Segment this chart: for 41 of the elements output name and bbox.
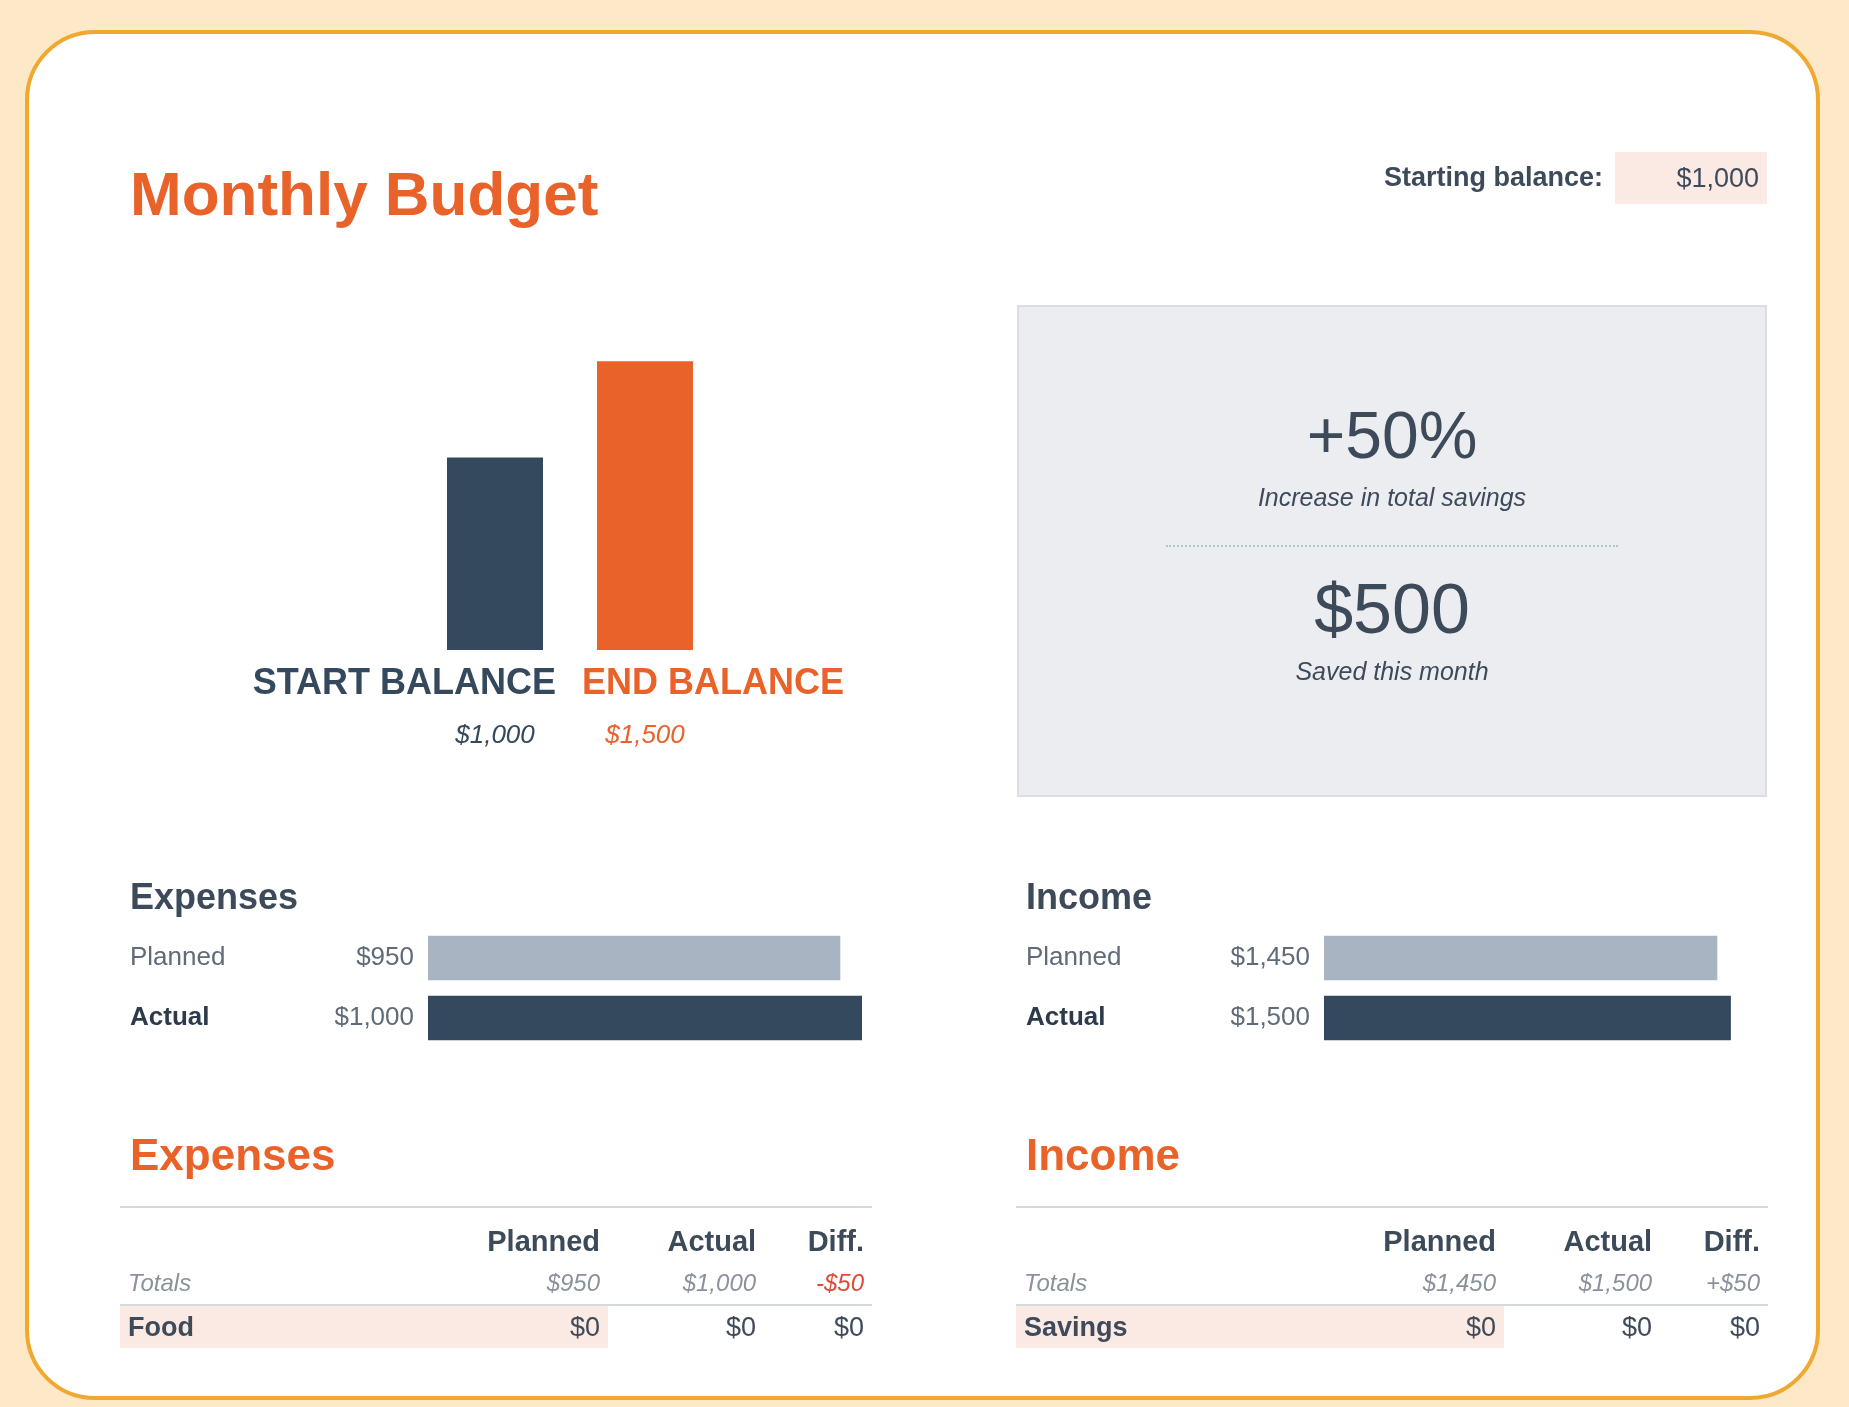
text: -$50 bbox=[815, 1269, 864, 1296]
text: $0 bbox=[1466, 1311, 1497, 1342]
x-tick-label: START BALANCE bbox=[252, 660, 556, 702]
category-label: Planned bbox=[1382, 1223, 1498, 1259]
text: $1,000 bbox=[1615, 152, 1767, 204]
category-label: Totals bbox=[1024, 1269, 1088, 1296]
text: Increase in total savings bbox=[1256, 483, 1528, 512]
text: $0 bbox=[833, 1311, 864, 1342]
text: $0 bbox=[1729, 1311, 1760, 1342]
category-label: Actual bbox=[666, 1223, 758, 1259]
chart-title: Income bbox=[1026, 876, 1153, 918]
text: $1,000 bbox=[682, 1269, 757, 1296]
text: Income bbox=[1025, 1130, 1182, 1181]
text: +50% bbox=[1305, 397, 1479, 473]
category-label: Actual bbox=[1562, 1223, 1654, 1259]
text: $0 bbox=[570, 1311, 601, 1342]
text: $950 bbox=[546, 1269, 601, 1296]
chart-title: Expenses bbox=[130, 876, 299, 918]
data-label: $950 bbox=[356, 941, 414, 972]
chart-title: Monthly Budget bbox=[130, 158, 599, 229]
text: $0 bbox=[726, 1311, 757, 1342]
data-label: $1,000 bbox=[334, 1001, 414, 1032]
data-label: $1,500 bbox=[1230, 1001, 1310, 1032]
category-label: Food bbox=[128, 1311, 194, 1342]
text: Expenses bbox=[129, 1130, 337, 1181]
data-label: $1,000 bbox=[454, 719, 536, 750]
category-label: Planned bbox=[486, 1223, 602, 1259]
category-label: Totals bbox=[128, 1269, 192, 1296]
data-label: $1,500 bbox=[604, 719, 686, 750]
text: $500 bbox=[1313, 569, 1471, 649]
text: +$50 bbox=[1705, 1269, 1760, 1296]
text: $0 bbox=[1622, 1311, 1653, 1342]
category-label: Diff. bbox=[806, 1223, 865, 1259]
text: Starting balance: bbox=[1382, 161, 1603, 194]
text: Saved this month bbox=[1294, 657, 1490, 686]
text: $1,450 bbox=[1422, 1269, 1497, 1296]
data-label: $1,450 bbox=[1230, 941, 1310, 972]
category-label: Savings bbox=[1024, 1311, 1128, 1342]
text: $1,500 bbox=[1578, 1269, 1653, 1296]
x-tick-label: END BALANCE bbox=[582, 660, 845, 702]
category-label: Diff. bbox=[1702, 1223, 1761, 1259]
